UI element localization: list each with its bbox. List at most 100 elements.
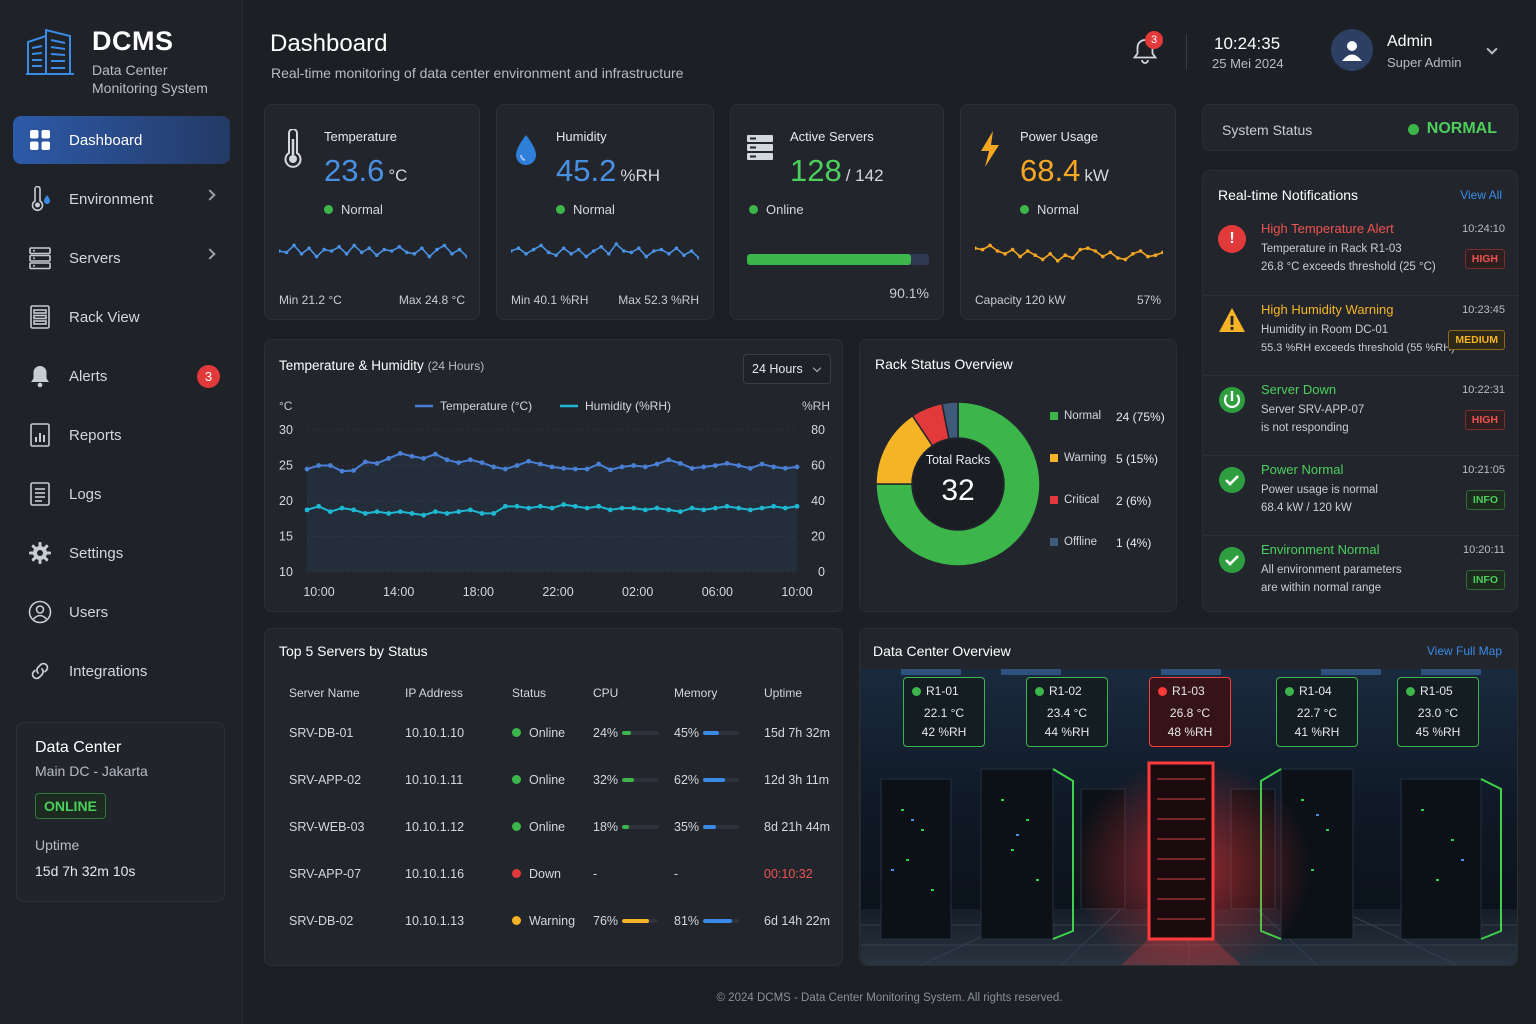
series-point[interactable]: [572, 466, 578, 472]
view-full-map-link[interactable]: View Full Map: [1426, 644, 1502, 658]
sidebar-item-environment[interactable]: Environment: [13, 175, 230, 223]
series-point[interactable]: [514, 503, 520, 509]
series-point[interactable]: [724, 503, 730, 509]
sidebar-item-logs[interactable]: Logs: [13, 470, 230, 518]
series-point[interactable]: [397, 509, 403, 515]
series-point[interactable]: [432, 509, 438, 515]
donut-slice-normal[interactable]: [875, 401, 1041, 567]
series-point[interactable]: [316, 463, 322, 468]
series-point[interactable]: [351, 507, 357, 513]
rack-card-r1-04[interactable]: R1-04 22.7 °C 41 %RH: [1276, 677, 1358, 747]
brand[interactable]: DCMS Data Center Monitoring System: [24, 26, 208, 97]
column-header[interactable]: Uptime: [764, 686, 803, 700]
series-point[interactable]: [456, 460, 462, 466]
power-usage-card[interactable]: Power Usage 68.4 kW Normal Capacity 120 k…: [960, 104, 1176, 320]
user-name[interactable]: Admin: [1387, 33, 1433, 50]
sidebar-item-integrations[interactable]: Integrations: [13, 647, 230, 695]
series-point[interactable]: [572, 503, 578, 509]
series-point[interactable]: [596, 461, 602, 467]
sidebar-item-alerts[interactable]: Alerts 3: [13, 352, 230, 400]
series-point[interactable]: [479, 511, 485, 516]
series-point[interactable]: [374, 509, 380, 515]
series-point[interactable]: [351, 468, 357, 473]
series-point[interactable]: [631, 463, 637, 468]
series-point[interactable]: [677, 460, 683, 466]
table-row[interactable]: SRV-WEB-03 10.10.1.12 Online 18% 35% 8d …: [279, 803, 839, 850]
series-point[interactable]: [596, 503, 602, 509]
series-point[interactable]: [479, 460, 485, 466]
table-row[interactable]: SRV-DB-02 10.10.1.13 Warning 76% 81% 6d …: [279, 897, 839, 944]
rack-card-r1-02[interactable]: R1-02 23.4 °C 44 %RH: [1026, 677, 1108, 747]
series-point[interactable]: [712, 463, 718, 468]
column-header[interactable]: IP Address: [405, 686, 463, 700]
series-point[interactable]: [607, 467, 613, 473]
notification-item[interactable]: High Humidity Warning Humidity in Room D…: [1203, 295, 1519, 375]
series-point[interactable]: [584, 466, 590, 472]
sidebar-item-settings[interactable]: Settings: [13, 529, 230, 577]
series-point[interactable]: [304, 466, 310, 472]
series-point[interactable]: [467, 507, 473, 513]
series-point[interactable]: [491, 511, 497, 516]
series-point[interactable]: [666, 507, 672, 513]
series-point[interactable]: [794, 503, 800, 509]
series-point[interactable]: [677, 509, 683, 515]
series-point[interactable]: [327, 509, 333, 515]
series-point[interactable]: [549, 505, 555, 511]
series-point[interactable]: [654, 461, 660, 467]
series-point[interactable]: [794, 464, 800, 470]
series-point[interactable]: [747, 465, 753, 471]
series-point[interactable]: [537, 461, 543, 467]
time-range-select[interactable]: 24 Hours: [743, 354, 831, 384]
series-point[interactable]: [782, 505, 788, 511]
series-point[interactable]: [701, 464, 707, 470]
table-row[interactable]: SRV-APP-07 10.10.1.16 Down - - 00:10:32: [279, 850, 839, 897]
notification-item[interactable]: Power Normal Power usage is normal 68.4 …: [1203, 455, 1519, 535]
series-point[interactable]: [304, 507, 310, 513]
table-row[interactable]: SRV-APP-02 10.10.1.11 Online 32% 62% 12d…: [279, 756, 839, 803]
series-point[interactable]: [666, 457, 672, 463]
series-point[interactable]: [771, 464, 777, 470]
series-point[interactable]: [409, 453, 415, 459]
series-point[interactable]: [747, 507, 753, 513]
series-point[interactable]: [736, 463, 742, 468]
active-servers-card[interactable]: Active Servers 128/ 142 Online 90.1%: [730, 104, 944, 320]
series-point[interactable]: [502, 466, 508, 472]
series-point[interactable]: [362, 511, 368, 516]
chevron-down-icon[interactable]: [1486, 43, 1498, 55]
series-point[interactable]: [782, 465, 788, 471]
series-point[interactable]: [386, 511, 392, 516]
series-point[interactable]: [374, 460, 380, 466]
series-point[interactable]: [467, 457, 473, 463]
series-point[interactable]: [339, 505, 345, 511]
sidebar-item-users[interactable]: Users: [13, 588, 230, 636]
series-point[interactable]: [327, 463, 333, 468]
series-point[interactable]: [386, 456, 392, 461]
series-point[interactable]: [689, 505, 695, 511]
series-point[interactable]: [712, 505, 718, 511]
humidity-card[interactable]: Humidity 45.2 %RH Normal Min 40.1 %RH Max…: [496, 104, 714, 320]
series-point[interactable]: [654, 505, 660, 511]
series-point[interactable]: [444, 511, 450, 516]
series-point[interactable]: [339, 468, 345, 474]
series-point[interactable]: [736, 505, 742, 511]
series-point[interactable]: [456, 509, 462, 515]
series-point[interactable]: [526, 505, 532, 511]
series-point[interactable]: [561, 465, 567, 471]
series-point[interactable]: [631, 505, 637, 511]
series-point[interactable]: [701, 507, 707, 513]
series-point[interactable]: [537, 503, 543, 509]
series-point[interactable]: [561, 502, 567, 507]
notification-item[interactable]: Server Down Server SRV-APP-07 is not res…: [1203, 375, 1519, 455]
series-point[interactable]: [619, 505, 625, 511]
series-point[interactable]: [619, 464, 625, 470]
donut-slice-offline[interactable]: [941, 401, 959, 440]
series-point[interactable]: [607, 507, 613, 513]
view-all-link[interactable]: View All: [1460, 188, 1502, 202]
avatar[interactable]: [1331, 29, 1373, 71]
series-point[interactable]: [642, 464, 648, 470]
series-point[interactable]: [526, 458, 532, 464]
series-point[interactable]: [549, 464, 555, 470]
series-point[interactable]: [397, 451, 403, 456]
table-row[interactable]: SRV-DB-01 10.10.1.10 Online 24% 45% 15d …: [279, 709, 839, 756]
series-point[interactable]: [642, 507, 648, 513]
